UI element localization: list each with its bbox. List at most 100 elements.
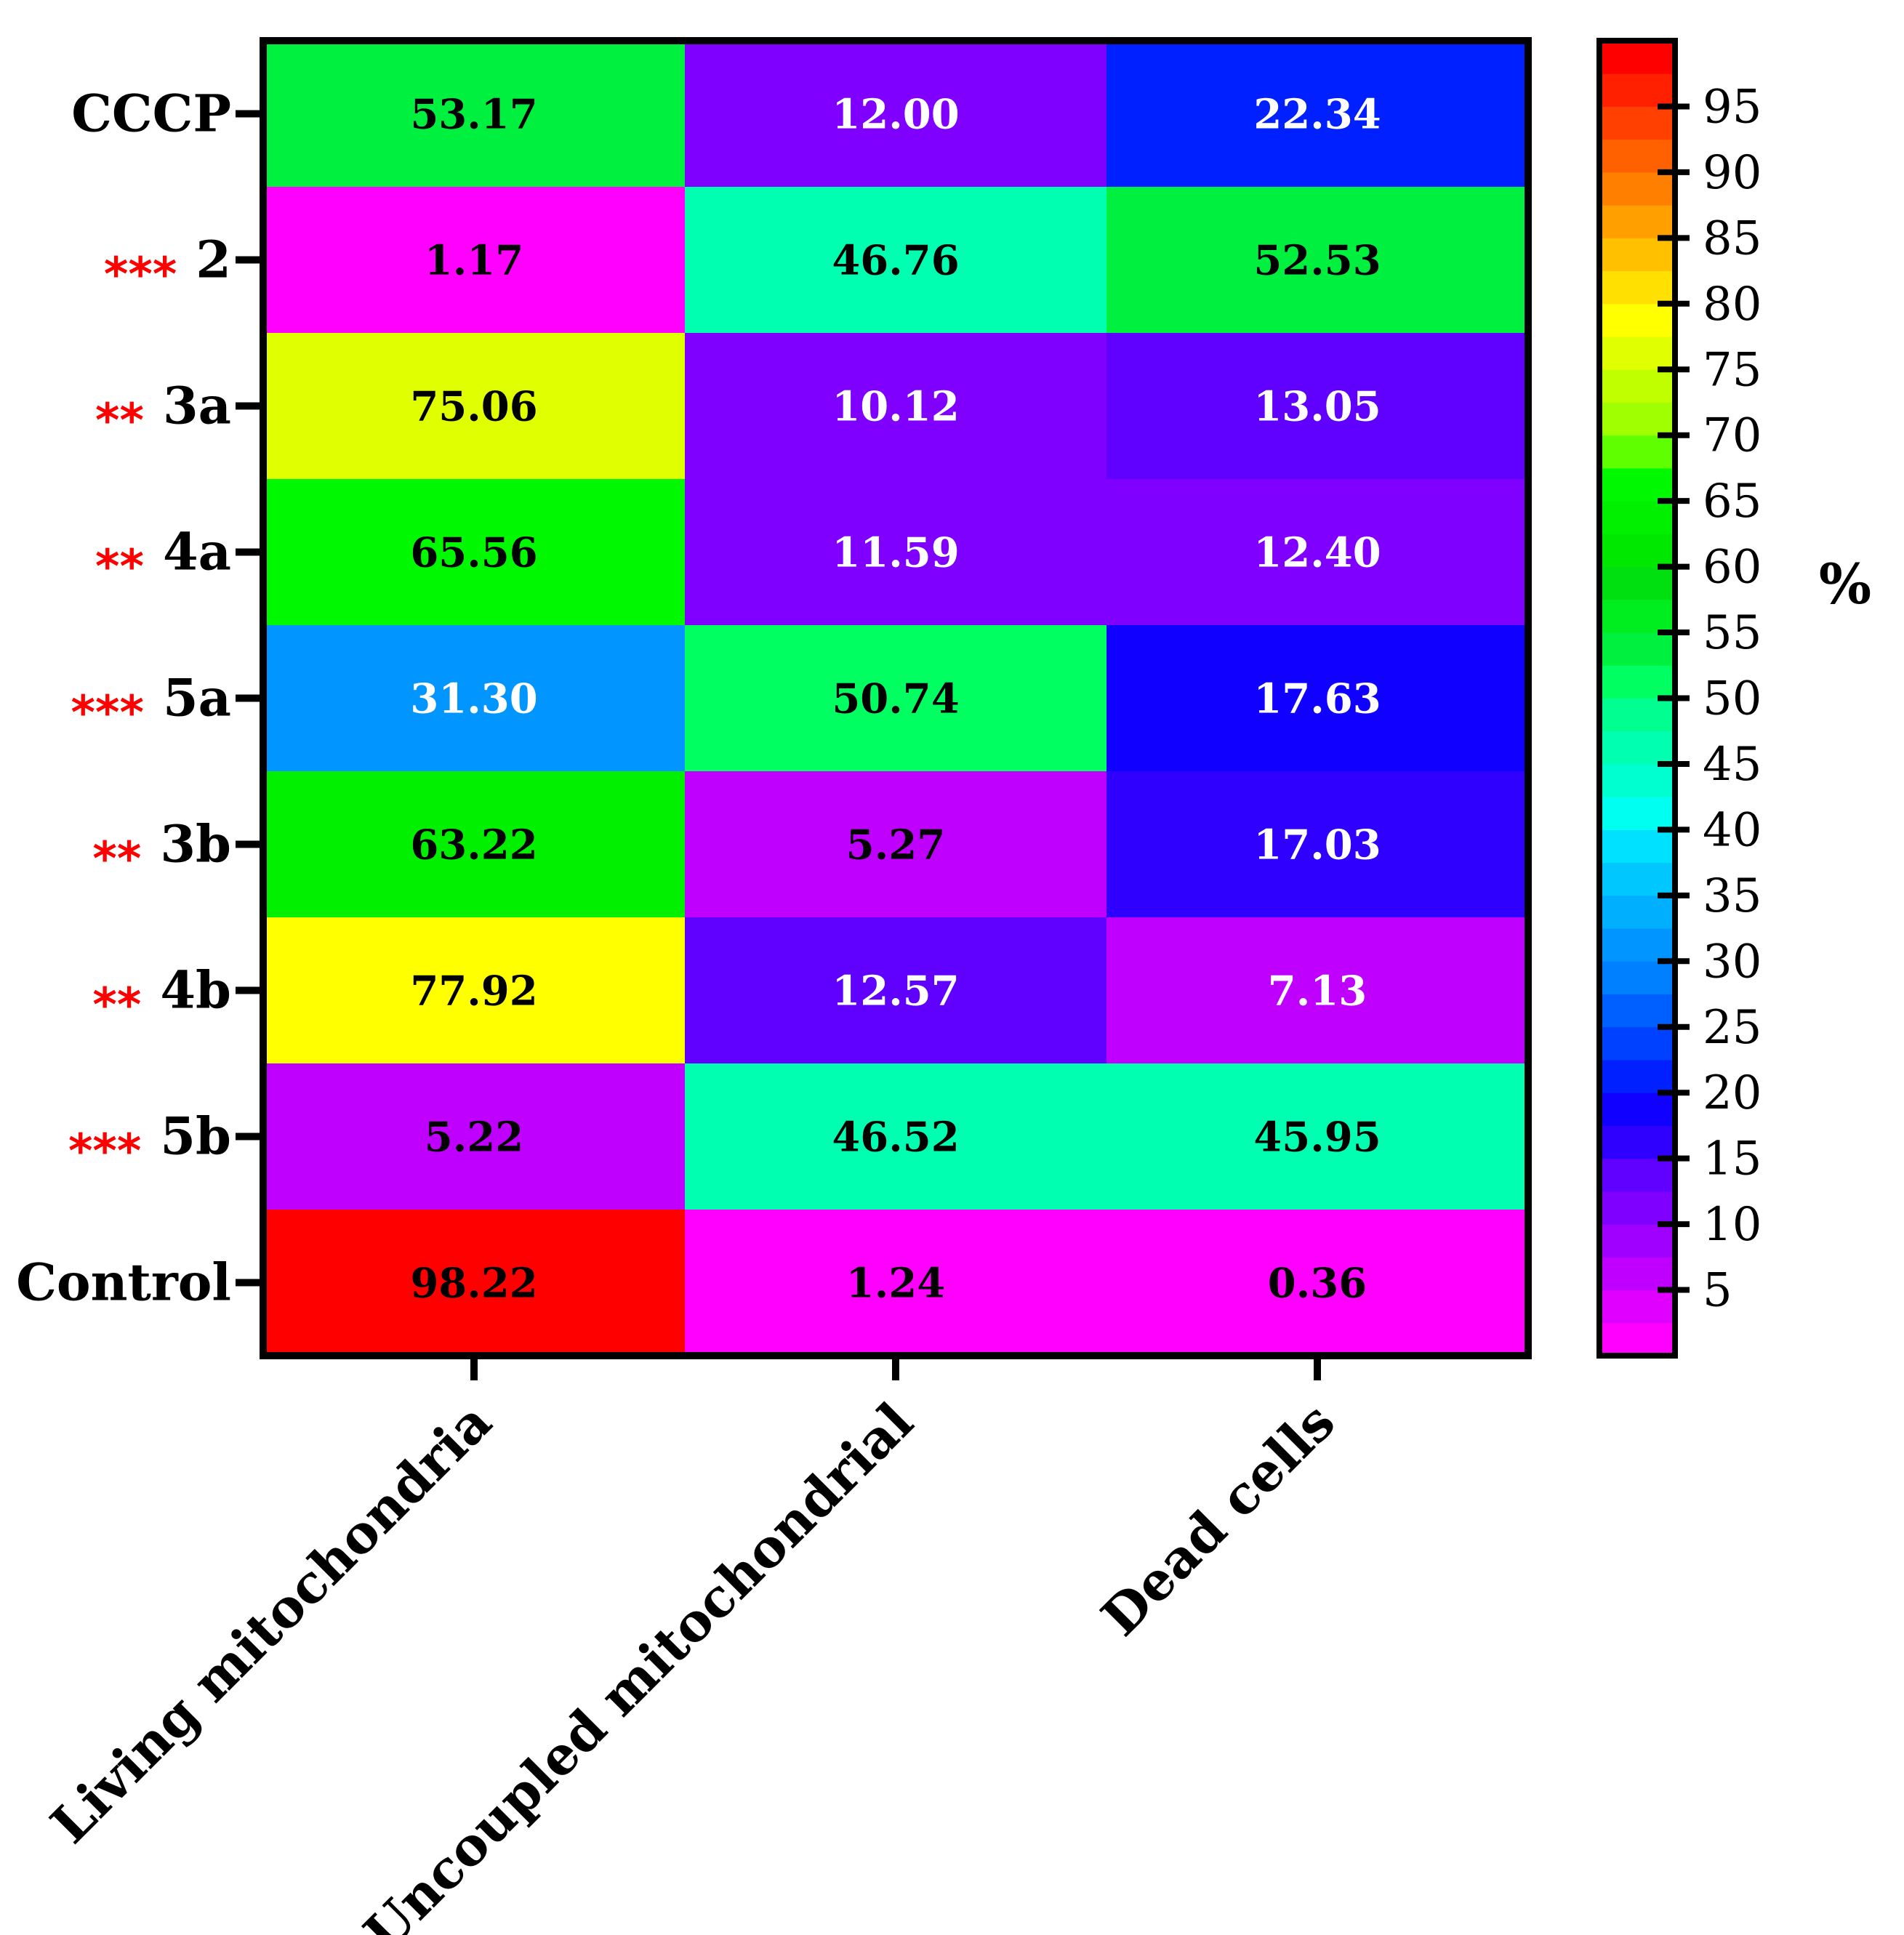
cell-value-label: 12.57 xyxy=(832,968,959,1015)
heatmap-cell xyxy=(685,1210,1107,1356)
cell-value-label: 46.76 xyxy=(832,237,959,285)
colorbar-bin xyxy=(1599,501,1675,534)
heatmap-cell xyxy=(685,771,1107,918)
cell-value-label: 75.06 xyxy=(410,383,537,431)
cell-value-labels: 53.17 12.00 22.34 1.17 46.76 52.53 75.06 10.12 1… xyxy=(410,91,1381,1308)
colorbar-bin xyxy=(1599,41,1675,74)
column-label: Living mitochondria xyxy=(39,1391,503,1855)
heatmap-cell xyxy=(1106,917,1529,1064)
cell-value-label: 63.22 xyxy=(410,821,537,869)
cell-value-label: 7.13 xyxy=(1268,968,1367,1015)
colorbar-bin xyxy=(1599,1158,1675,1192)
colorbar-bin xyxy=(1599,566,1675,600)
colorbar-bin xyxy=(1599,73,1675,107)
colorbar-bin xyxy=(1599,1322,1675,1356)
colorbar-bin xyxy=(1599,303,1675,337)
heatmap-cell xyxy=(685,479,1107,626)
colorbar-bin xyxy=(1599,402,1675,436)
significance-marker: ** xyxy=(92,979,141,1033)
row-label: Control xyxy=(16,1252,231,1313)
row-label: CCCP xyxy=(71,84,231,144)
colorbar-title: % xyxy=(1819,552,1871,616)
cell-value-label: 0.36 xyxy=(1268,1260,1367,1308)
cell-value-label: 5.22 xyxy=(425,1114,523,1162)
colorbar-tick-label: 20 xyxy=(1703,1066,1762,1120)
cell-value-label: 5.27 xyxy=(846,821,945,869)
colorbar-bin xyxy=(1599,763,1675,797)
cell-value-label: 45.95 xyxy=(1253,1114,1381,1162)
cell-value-label: 10.12 xyxy=(832,383,959,431)
colorbar-bin xyxy=(1599,895,1675,929)
colorbar-bin xyxy=(1599,698,1675,732)
colorbar-bin xyxy=(1599,1125,1675,1159)
row-label: 3a xyxy=(163,376,231,436)
cell-value-label: 46.52 xyxy=(832,1114,959,1162)
colorbar-tick-label: 55 xyxy=(1703,606,1762,660)
row-label: 5b xyxy=(160,1106,231,1167)
cell-value-label: 53.17 xyxy=(410,91,537,139)
colorbar-bin xyxy=(1599,1026,1675,1061)
cell-value-label: 52.53 xyxy=(1253,237,1381,285)
colorbar-tick-label: 35 xyxy=(1703,869,1762,923)
cell-value-label: 17.63 xyxy=(1253,675,1381,723)
heatmap-cell xyxy=(263,479,686,626)
colorbar-bin xyxy=(1599,467,1675,502)
cell-value-label: 50.74 xyxy=(832,675,959,723)
colorbar-bin xyxy=(1599,205,1675,238)
cell-value-label: 65.56 xyxy=(410,529,537,577)
heatmap-cell xyxy=(685,41,1107,188)
colorbar-bin xyxy=(1599,270,1675,305)
colorbar-bin xyxy=(1599,665,1675,699)
colorbar-bin xyxy=(1599,632,1675,666)
colorbar-bin xyxy=(1599,829,1675,864)
cell-value-label: 22.34 xyxy=(1253,91,1381,139)
colorbar-tick-label: 60 xyxy=(1703,541,1762,595)
cell-value-label: 1.17 xyxy=(425,237,523,285)
cell-value-label: 1.24 xyxy=(846,1260,945,1308)
colorbar-tick-label: 50 xyxy=(1703,672,1762,726)
colorbar-bin xyxy=(1599,172,1675,206)
heatmap-cell xyxy=(1106,479,1529,626)
heatmap-cell xyxy=(1106,1210,1529,1356)
colorbar-bin xyxy=(1599,862,1675,896)
colorbar-tick-label: 65 xyxy=(1703,475,1762,528)
heatmap-cell xyxy=(685,333,1107,480)
significance-marker: *** xyxy=(71,687,144,741)
colorbar-bin xyxy=(1599,1093,1675,1126)
colorbar-bin xyxy=(1599,1257,1675,1291)
colorbar-tick-label: 30 xyxy=(1703,935,1762,989)
row-label: 2 xyxy=(196,230,231,290)
cell-value-label: 31.30 xyxy=(410,675,537,723)
heatmap-cell xyxy=(685,625,1107,772)
significance-marker: ** xyxy=(95,395,144,448)
colorbar-tick-label: 15 xyxy=(1703,1133,1762,1186)
colorbar-bin xyxy=(1599,599,1675,633)
row-label: 4b xyxy=(160,960,231,1021)
heatmap-cell xyxy=(1106,1063,1529,1210)
heatmap-cell xyxy=(1106,625,1529,772)
significance-marker: *** xyxy=(104,249,177,302)
heatmap-cell xyxy=(685,917,1107,1064)
colorbar-bin xyxy=(1599,1191,1675,1225)
cell-value-label: 12.40 xyxy=(1253,529,1381,577)
colorbar-tick-label: 85 xyxy=(1703,212,1762,265)
significance-marker: ** xyxy=(92,833,141,887)
colorbar-bin xyxy=(1599,731,1675,765)
heatmap-cell xyxy=(263,1063,686,1210)
cell-value-label: 13.05 xyxy=(1253,383,1381,431)
heatmap-cell xyxy=(1106,771,1529,918)
colorbar-tick-label: 5 xyxy=(1703,1264,1732,1318)
heatmap-cell xyxy=(685,187,1107,334)
heatmap-cell xyxy=(263,771,686,918)
row-label: 5a xyxy=(163,668,231,728)
colorbar-tick-label: 10 xyxy=(1703,1198,1762,1252)
colorbar-tick-label: 90 xyxy=(1703,146,1762,200)
colorbar-tick-label: 45 xyxy=(1703,738,1762,792)
colorbar-bin xyxy=(1599,1224,1675,1258)
colorbar: 5 10 15 20 25 30 35 40 45 50 55 60 65 70 75 80 85 90 95% xyxy=(1596,38,1871,1359)
colorbar-bin xyxy=(1599,1059,1675,1093)
colorbar-bin xyxy=(1599,928,1675,962)
colorbar-tick-label: 75 xyxy=(1703,343,1762,397)
cell-value-label: 11.59 xyxy=(832,529,959,577)
